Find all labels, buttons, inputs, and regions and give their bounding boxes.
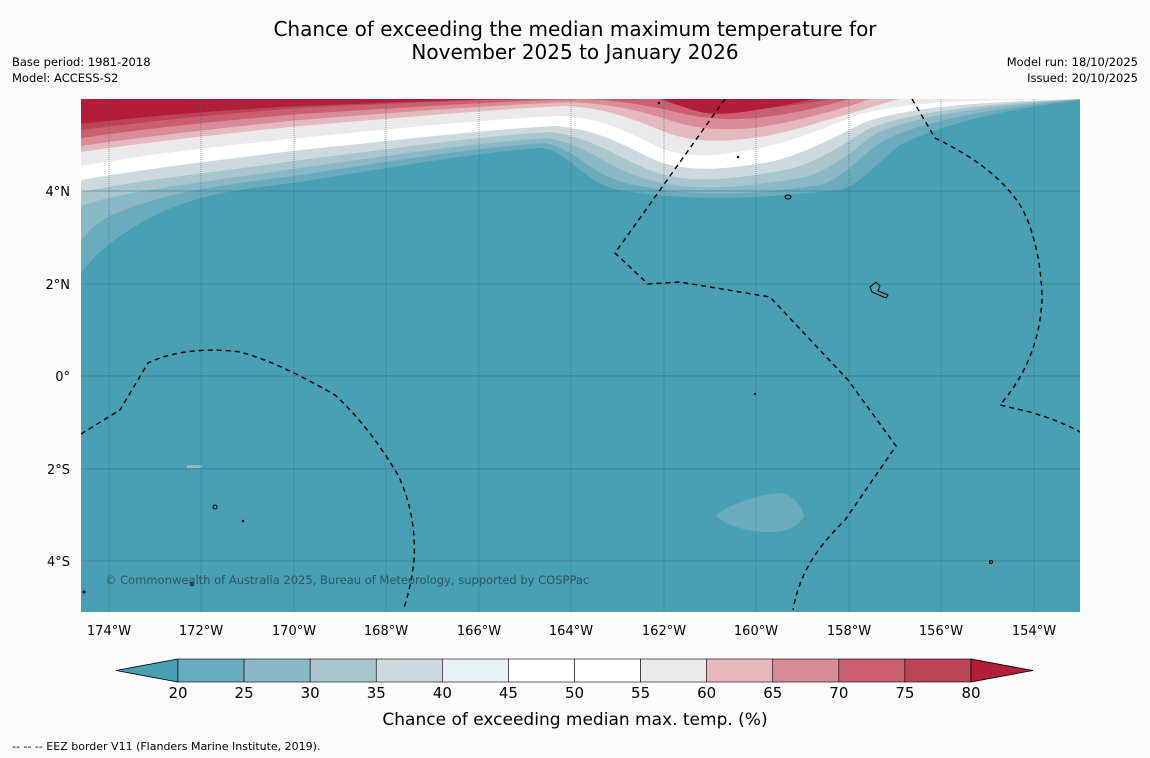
island (82, 590, 86, 594)
lon-tick: 166°W (457, 624, 501, 639)
lon-tick-labels: 174°W 172°W 170°W 168°W 166°W 164°W 162°… (87, 624, 1056, 639)
meta-right: Model run: 18/10/2025 Issued: 20/10/2025 (1007, 54, 1138, 86)
lon-tick: 164°W (549, 624, 593, 639)
eez-border-central (614, 99, 897, 611)
copyright-text: © Commonwealth of Australia 2025, Bureau… (105, 573, 589, 587)
colorbar-tick: 20 (168, 684, 188, 702)
colorbar-tick: 50 (564, 684, 585, 702)
small-patch (187, 465, 202, 468)
colorbar-segment (838, 658, 906, 683)
low-probability-patch (716, 493, 804, 532)
colorbar-tick: 75 (895, 684, 915, 702)
lat-tick: 0° (55, 370, 70, 385)
lon-tick: 168°W (364, 624, 408, 639)
colorbar-tick: 70 (829, 684, 849, 702)
island (190, 582, 194, 586)
colorbar-tick: 45 (498, 684, 518, 702)
issued-date: Issued: 20/10/2025 (1027, 71, 1138, 85)
island (989, 560, 993, 564)
lon-tick: 154°W (1012, 624, 1056, 639)
island (753, 392, 757, 396)
colorbar-segment (177, 658, 245, 683)
title-line-2: November 2025 to January 2026 (411, 40, 739, 64)
colorbar-tick: 40 (432, 684, 452, 702)
colorbar (115, 658, 1034, 683)
model-run: Model run: 18/10/2025 (1006, 55, 1138, 69)
lon-tick: 174°W (87, 624, 131, 639)
colorbar-segment (375, 658, 443, 683)
colorbar-segment (904, 658, 972, 683)
lon-tick: 162°W (642, 624, 686, 639)
eez-borders (81, 99, 1080, 611)
colorbar-segment (640, 658, 707, 683)
colorbar-segment (243, 658, 311, 683)
base-period: Base period: 1981-2018 (12, 55, 151, 69)
lat-tick-labels: 4°N 2°N 0° 2°S 4°S (46, 185, 71, 570)
colorbar-segment (442, 658, 509, 683)
colorbar-tick: 35 (366, 684, 386, 702)
island (657, 101, 661, 105)
lon-tick: 158°W (827, 624, 871, 639)
colorbar-tick: 65 (763, 684, 783, 702)
colorbar-tick: 60 (697, 684, 717, 702)
island-kiritimati (869, 281, 889, 299)
lat-tick: 4°N (46, 185, 71, 200)
colorbar-segment (706, 658, 774, 683)
islands (82, 101, 993, 594)
model-name: Model: ACCESS-S2 (12, 71, 119, 85)
lon-tick: 170°W (272, 624, 316, 639)
lat-tick: 2°S (47, 463, 70, 478)
title-line-1: Chance of exceeding the median maximum t… (273, 17, 877, 41)
colorbar-segment (772, 658, 840, 683)
colorbar-segment (574, 658, 641, 683)
lat-tick: 4°S (47, 555, 70, 570)
eez-border-east (911, 99, 1080, 433)
eez-border-west (81, 349, 416, 609)
lon-tick: 172°W (179, 624, 223, 639)
colorbar-extend-high (970, 658, 1034, 683)
eez-footnote: -- -- -- EEZ border V11 (Flanders Marine… (12, 740, 321, 753)
colorbar-label: Chance of exceeding median max. temp. (%… (382, 710, 768, 730)
lat-tick: 2°N (46, 278, 71, 293)
page-title: Chance of exceeding the median maximum t… (0, 18, 1150, 64)
lon-tick: 160°W (734, 624, 778, 639)
colorbar-segment (508, 658, 575, 683)
island (212, 504, 218, 510)
lat-gridlines (81, 190, 1080, 562)
colorbar-tick: 30 (300, 684, 320, 702)
island (736, 155, 740, 159)
colorbar-extend-low (115, 658, 179, 683)
colorbar-tick: 55 (631, 684, 651, 702)
band-80-plus (81, 99, 815, 124)
lon-gridlines (108, 99, 1035, 612)
lon-tick: 156°W (919, 624, 963, 639)
island (241, 519, 245, 523)
colorbar-tick: 25 (234, 684, 254, 702)
colorbar-segment (309, 658, 377, 683)
island (784, 194, 792, 200)
meta-left: Base period: 1981-2018 Model: ACCESS-S2 (12, 54, 151, 86)
colorbar-tick: 80 (961, 684, 981, 702)
